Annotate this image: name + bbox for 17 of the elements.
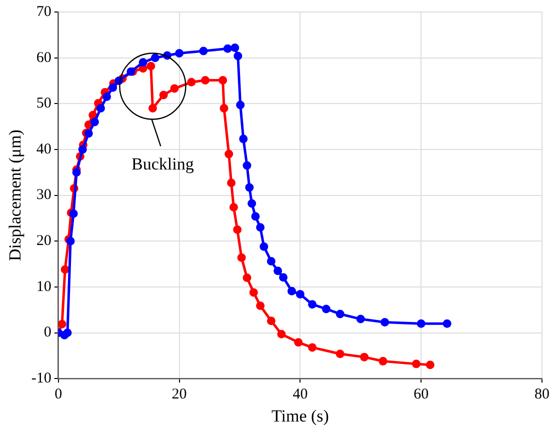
y-tick-label: 20: [36, 233, 52, 250]
y-tick-label: 50: [36, 96, 52, 112]
x-tick-label: 0: [54, 386, 62, 403]
x-tick-label: 20: [172, 386, 187, 403]
y-tick-label: 40: [36, 141, 52, 158]
y-tick-label: -10: [31, 370, 52, 387]
y-tick-label: 60: [36, 50, 52, 66]
x-tick-label: 40: [292, 386, 308, 403]
y-tick-label: 30: [36, 187, 52, 204]
x-axis-title: Time (s): [271, 406, 329, 426]
y-tick-label: 10: [36, 278, 52, 295]
x-tick-label: 80: [534, 386, 550, 403]
y-tick-label: 70: [36, 4, 52, 20]
y-axis-title: Displacement (μm): [6, 130, 25, 261]
annotation: Buckling: [132, 154, 194, 174]
y-tick-label: 0: [44, 324, 52, 341]
x-tick-label: 60: [414, 386, 429, 403]
